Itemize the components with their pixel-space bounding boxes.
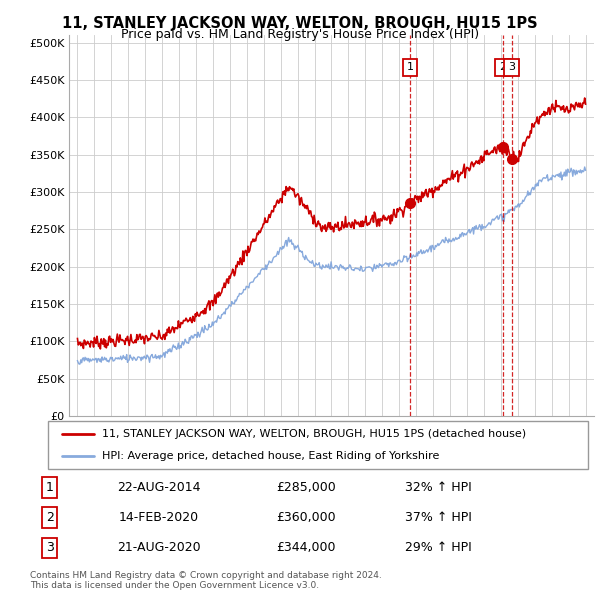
Text: 1: 1: [46, 481, 53, 494]
Text: 32% ↑ HPI: 32% ↑ HPI: [405, 481, 472, 494]
Text: 22-AUG-2014: 22-AUG-2014: [118, 481, 201, 494]
Text: 2: 2: [46, 511, 53, 525]
Text: 2: 2: [499, 63, 506, 73]
Text: 11, STANLEY JACKSON WAY, WELTON, BROUGH, HU15 1PS (detached house): 11, STANLEY JACKSON WAY, WELTON, BROUGH,…: [102, 429, 526, 439]
Text: £344,000: £344,000: [276, 542, 336, 555]
Text: £285,000: £285,000: [276, 481, 336, 494]
FancyBboxPatch shape: [48, 421, 588, 469]
Text: 1: 1: [407, 63, 413, 73]
Text: 37% ↑ HPI: 37% ↑ HPI: [405, 511, 472, 525]
Text: 29% ↑ HPI: 29% ↑ HPI: [405, 542, 472, 555]
Text: £360,000: £360,000: [276, 511, 336, 525]
Text: 3: 3: [508, 63, 515, 73]
Text: 3: 3: [46, 542, 53, 555]
Text: Price paid vs. HM Land Registry's House Price Index (HPI): Price paid vs. HM Land Registry's House …: [121, 28, 479, 41]
Text: HPI: Average price, detached house, East Riding of Yorkshire: HPI: Average price, detached house, East…: [102, 451, 439, 461]
Text: 21-AUG-2020: 21-AUG-2020: [118, 542, 201, 555]
Text: This data is licensed under the Open Government Licence v3.0.: This data is licensed under the Open Gov…: [30, 581, 319, 590]
Text: 11, STANLEY JACKSON WAY, WELTON, BROUGH, HU15 1PS: 11, STANLEY JACKSON WAY, WELTON, BROUGH,…: [62, 16, 538, 31]
Text: 14-FEB-2020: 14-FEB-2020: [119, 511, 199, 525]
Text: Contains HM Land Registry data © Crown copyright and database right 2024.: Contains HM Land Registry data © Crown c…: [30, 571, 382, 580]
